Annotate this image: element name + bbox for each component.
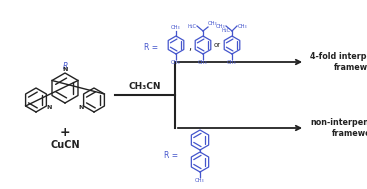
Text: or: or — [214, 42, 221, 48]
Text: R =: R = — [144, 43, 158, 53]
Text: CH₃: CH₃ — [208, 21, 218, 26]
Text: CH₃CN: CH₃CN — [129, 82, 161, 91]
Text: CH₃: CH₃ — [195, 178, 205, 183]
Text: CH₃: CH₃ — [227, 60, 237, 65]
Text: CuCN: CuCN — [50, 140, 80, 150]
Text: CH₃: CH₃ — [171, 60, 181, 65]
Text: H₂C: H₂C — [222, 29, 231, 33]
Text: N: N — [62, 67, 68, 72]
Text: CH₃: CH₃ — [171, 25, 181, 30]
Text: 4-fold interpenetrated
frameworks: 4-fold interpenetrated frameworks — [310, 52, 367, 72]
Text: N: N — [47, 105, 52, 110]
Text: CH₃: CH₃ — [198, 60, 208, 65]
Text: R =: R = — [164, 150, 178, 160]
Text: H₂C: H₂C — [187, 25, 196, 29]
Text: N: N — [78, 105, 83, 110]
Text: +: + — [60, 125, 70, 139]
Text: non-interpenetrated
framework: non-interpenetrated framework — [310, 118, 367, 138]
Text: R: R — [62, 62, 68, 71]
Text: CH₃: CH₃ — [215, 23, 225, 29]
Text: CH₃: CH₃ — [238, 23, 248, 29]
Text: ,: , — [188, 42, 192, 52]
